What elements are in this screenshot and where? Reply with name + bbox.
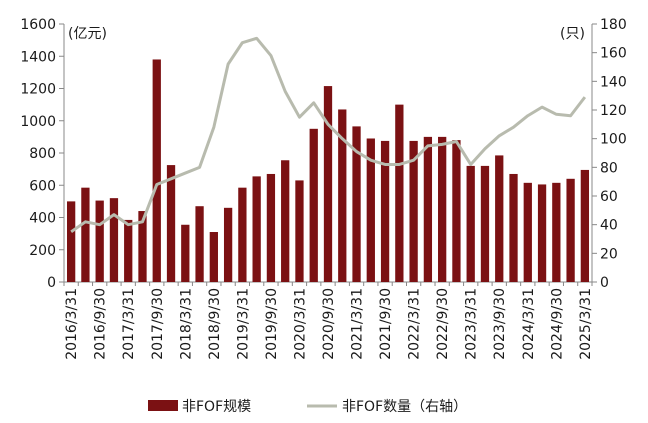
x-axis-ticks: 2016/3/31 2016/9/30 2017/3/31 2017/9/30 2018…	[63, 282, 594, 360]
bar	[252, 176, 261, 282]
x-tick-label: 2016/9/30	[93, 288, 109, 360]
bar	[380, 140, 390, 282]
right-tick-label: 120	[600, 103, 627, 119]
legend-swatch-bar	[148, 400, 178, 411]
bar	[480, 165, 490, 282]
bar-series	[67, 59, 590, 283]
left-tick-label: 800	[29, 146, 56, 162]
left-axis-unit: (亿元)	[68, 26, 107, 42]
x-tick-label: 2016/3/31	[64, 288, 80, 360]
legend-label-bar: 非FOF规模	[182, 399, 251, 415]
right-tick-label: 60	[600, 189, 618, 205]
left-tick-label: 0	[47, 275, 56, 291]
x-tick-label: 2018/9/30	[207, 288, 223, 360]
x-tick-label: 2019/3/31	[235, 288, 251, 360]
bar	[523, 182, 532, 282]
bar	[209, 232, 218, 282]
bar	[452, 140, 461, 282]
bar	[580, 169, 590, 282]
x-tick-label: 2018/3/31	[178, 288, 194, 360]
bar	[238, 187, 247, 282]
x-tick-label: 2017/9/30	[150, 288, 166, 360]
bar	[395, 104, 404, 283]
right-tick-label: 20	[600, 246, 618, 262]
bar	[466, 165, 475, 282]
line-series	[70, 36, 587, 234]
x-tick-label: 2021/3/31	[350, 288, 366, 360]
bar	[323, 86, 333, 282]
left-axis-ticks: 0 200 400 600 800 1000 1200 1400 1600	[20, 17, 64, 291]
bar	[195, 206, 204, 282]
bar	[67, 201, 76, 283]
bar	[537, 184, 547, 282]
bar	[181, 224, 190, 282]
right-tick-label: 0	[600, 275, 609, 291]
bar	[152, 59, 161, 282]
bar	[409, 140, 418, 282]
left-tick-label: 1200	[20, 82, 56, 98]
series-line	[70, 36, 587, 234]
right-tick-label: 140	[600, 74, 627, 90]
bar	[438, 136, 447, 283]
x-tick-label: 2024/9/30	[549, 288, 565, 360]
bar	[352, 126, 361, 282]
bar	[338, 109, 347, 283]
right-axis-unit: (只)	[560, 26, 585, 42]
x-tick-label: 2019/9/30	[264, 288, 280, 360]
x-tick-label: 2023/3/31	[464, 288, 480, 360]
bar	[166, 165, 176, 282]
bar	[566, 178, 575, 282]
right-tick-label: 180	[600, 17, 627, 33]
bar	[124, 219, 133, 282]
right-tick-label: 80	[600, 160, 618, 176]
legend-label-line: 非FOF数量（右轴）	[342, 399, 467, 415]
x-tick-label: 2020/9/30	[321, 288, 337, 360]
x-tick-label: 2020/3/31	[292, 288, 308, 360]
bar	[309, 128, 318, 282]
bar	[509, 173, 518, 282]
bar	[223, 207, 233, 282]
x-tick-label: 2025/3/31	[578, 288, 594, 360]
bar	[366, 138, 375, 282]
bar	[138, 211, 147, 282]
bar	[423, 136, 433, 283]
bar	[281, 160, 290, 282]
x-tick-label: 2024/3/31	[521, 288, 537, 360]
right-tick-label: 160	[600, 46, 627, 62]
bar	[495, 155, 504, 282]
x-tick-label: 2023/9/30	[492, 288, 508, 360]
right-tick-label: 100	[600, 132, 627, 148]
x-tick-label: 2021/9/30	[378, 288, 394, 360]
bar	[295, 180, 304, 282]
left-tick-label: 1600	[20, 17, 56, 33]
bar	[266, 173, 276, 282]
x-tick-label: 2022/9/30	[435, 288, 451, 360]
left-tick-label: 400	[29, 211, 56, 227]
x-tick-label: 2022/3/31	[407, 288, 423, 360]
legend: 非FOF规模 非FOF数量（右轴）	[148, 399, 467, 415]
bar	[81, 187, 90, 282]
left-tick-label: 600	[29, 178, 56, 194]
left-tick-label: 1000	[20, 114, 56, 130]
right-tick-label: 40	[600, 218, 618, 234]
x-tick-label: 2017/3/31	[121, 288, 137, 360]
left-tick-label: 200	[29, 243, 56, 259]
bar	[109, 198, 119, 282]
bar	[95, 200, 104, 282]
bar	[552, 182, 561, 282]
left-tick-label: 1400	[20, 49, 56, 65]
right-axis-ticks: 0 20 40 60 80 100 120 140 160 180	[592, 17, 627, 291]
